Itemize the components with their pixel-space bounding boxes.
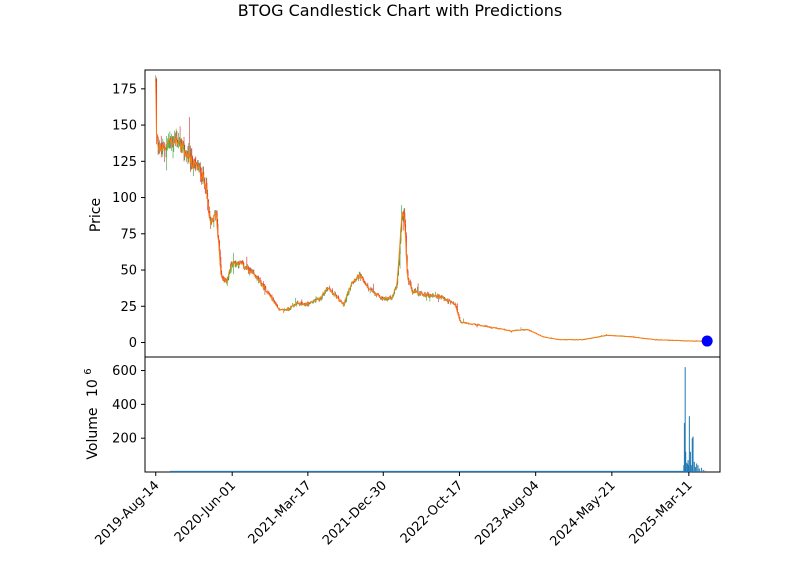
x-tick-label: 2024-May-21 bbox=[548, 478, 619, 549]
volume-y-ticks: 200 400 600 bbox=[112, 364, 145, 447]
x-tick-label: 2022-Oct-17 bbox=[398, 478, 466, 546]
volume-bar bbox=[704, 470, 706, 472]
candles bbox=[155, 75, 708, 343]
price-y-tick-label: 0 bbox=[129, 336, 137, 351]
price-y-tick-label: 175 bbox=[112, 82, 137, 97]
volume-bar bbox=[692, 436, 694, 472]
volume-bar bbox=[698, 468, 700, 472]
volume-bar bbox=[702, 469, 704, 472]
volume-unit-exponent: 6 bbox=[83, 368, 94, 374]
volume-bar bbox=[685, 451, 687, 472]
price-y-tick-label: 50 bbox=[120, 264, 137, 279]
volume-bar bbox=[687, 460, 689, 472]
volume-bar bbox=[688, 465, 690, 472]
chart-title: BTOG Candlestick Chart with Predictions bbox=[238, 1, 563, 20]
x-tick-label: 2020-Jun-01 bbox=[172, 478, 239, 545]
volume-bar bbox=[697, 465, 699, 472]
volume-bars bbox=[683, 367, 706, 472]
price-y-tick-label: 25 bbox=[120, 300, 137, 315]
volume-y-tick-label: 600 bbox=[112, 364, 137, 379]
x-tick-label: 2019-Aug-14 bbox=[92, 478, 162, 548]
volume-bar bbox=[686, 463, 688, 472]
volume-plot-frame bbox=[144, 356, 721, 473]
volume-bar bbox=[685, 462, 687, 472]
price-y-ticks: 0 25 50 75 100 125 150 175 bbox=[112, 82, 145, 351]
volume-bar bbox=[689, 451, 691, 472]
price-plot-frame bbox=[144, 69, 721, 358]
close-price-line bbox=[155, 79, 708, 342]
volume-bar bbox=[684, 367, 686, 472]
volume-bar bbox=[688, 416, 690, 472]
volume-y-tick-label: 200 bbox=[112, 432, 137, 447]
volume-bar bbox=[683, 422, 685, 472]
price-panel: 0 25 50 75 100 125 150 175 Price bbox=[88, 69, 721, 358]
volume-label-text: Volume bbox=[85, 408, 101, 460]
prediction-marker bbox=[701, 335, 713, 347]
price-y-tick-label: 125 bbox=[112, 155, 137, 170]
volume-bar bbox=[700, 467, 702, 472]
volume-y-axis-label: Volume 10 6 bbox=[83, 368, 101, 459]
x-axis-ticks: 2019-Aug-14 2020-Jun-01 2021-Mar-17 2021-De… bbox=[92, 472, 696, 549]
volume-bar bbox=[683, 465, 685, 472]
volume-unit-base: 10 bbox=[85, 379, 101, 397]
volume-y-tick-label: 400 bbox=[112, 398, 137, 413]
x-tick-label: 2025-Mar-11 bbox=[627, 478, 696, 547]
price-y-tick-label: 75 bbox=[120, 227, 137, 242]
volume-bar bbox=[691, 438, 693, 472]
price-y-tick-label: 150 bbox=[112, 119, 137, 134]
x-tick-label: 2023-Aug-04 bbox=[472, 478, 542, 548]
price-y-axis-label: Price bbox=[88, 198, 104, 232]
x-tick-label: 2021-Dec-30 bbox=[320, 478, 390, 548]
x-tick-label: 2021-Mar-17 bbox=[246, 478, 315, 547]
volume-bar bbox=[693, 461, 695, 472]
volume-bar bbox=[696, 463, 698, 472]
price-y-tick-label: 100 bbox=[112, 191, 137, 206]
volume-panel: 200 400 600 Volume 10 6 bbox=[83, 356, 721, 473]
volume-bar bbox=[690, 465, 692, 472]
volume-bar bbox=[694, 466, 696, 472]
